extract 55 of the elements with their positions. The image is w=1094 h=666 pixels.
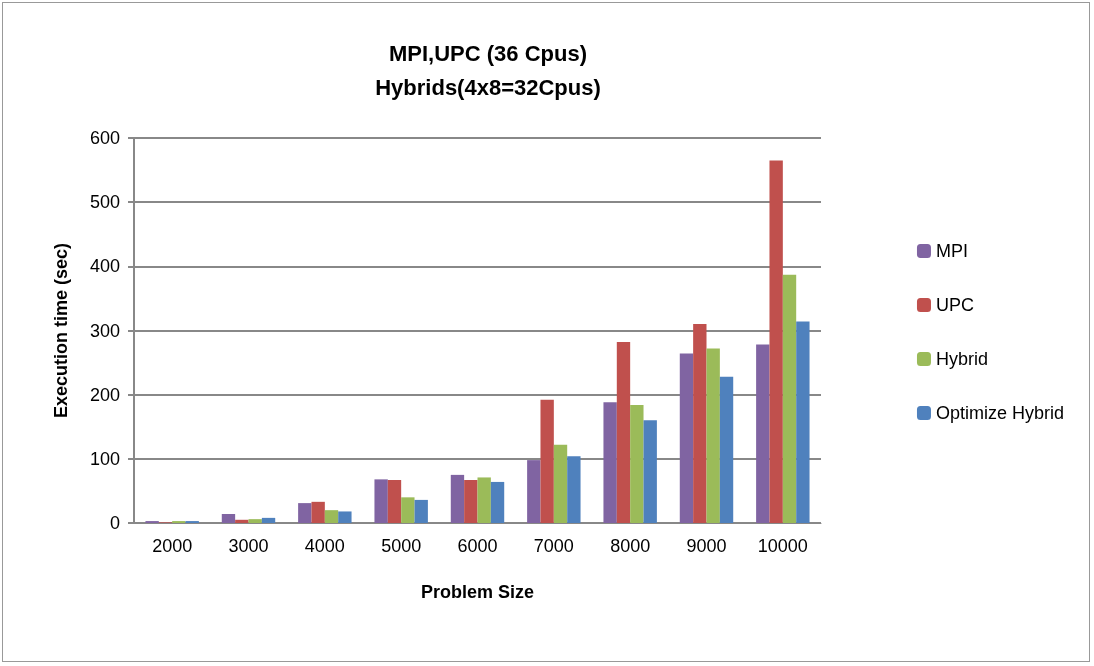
bar bbox=[719, 376, 734, 523]
bar bbox=[769, 160, 783, 523]
x-tick-label: 8000 bbox=[610, 536, 651, 556]
bar bbox=[756, 344, 770, 523]
x-tick-label: 4000 bbox=[304, 536, 345, 556]
x-axis-title: Problem Size bbox=[420, 582, 535, 602]
bar bbox=[782, 274, 797, 523]
bar bbox=[248, 519, 262, 523]
bar bbox=[567, 456, 581, 523]
bar bbox=[235, 519, 249, 523]
y-tick-label: 100 bbox=[89, 448, 120, 469]
bar bbox=[261, 517, 276, 523]
bar bbox=[414, 499, 428, 523]
bar bbox=[630, 404, 644, 523]
chart-title: MPI,UPC (36 Cpus) Hybrids(4x8=32Cpus) bbox=[375, 40, 601, 100]
legend-label: UPC bbox=[935, 295, 974, 315]
x-tick-label: 5000 bbox=[381, 536, 422, 556]
legend-label: Hybrid bbox=[935, 349, 988, 369]
bar bbox=[796, 321, 810, 523]
bar bbox=[540, 399, 554, 523]
bar bbox=[401, 497, 415, 523]
bar bbox=[603, 402, 617, 523]
bar bbox=[387, 480, 402, 523]
bar bbox=[706, 348, 720, 523]
bar bbox=[338, 511, 352, 523]
bar bbox=[311, 501, 325, 523]
bar bbox=[679, 353, 694, 523]
y-tick-label: 500 bbox=[89, 192, 120, 213]
bar bbox=[490, 481, 505, 523]
bar bbox=[221, 514, 236, 523]
y-tick-label: 600 bbox=[89, 128, 120, 148]
bar bbox=[298, 503, 312, 523]
bar bbox=[693, 324, 707, 523]
x-tick-label: 10000 bbox=[757, 536, 808, 556]
bar bbox=[324, 510, 339, 523]
bar bbox=[464, 480, 478, 523]
bar bbox=[527, 460, 541, 523]
y-tick-label: 0 bbox=[109, 513, 120, 533]
bar bbox=[477, 477, 491, 523]
legend-label: MPI bbox=[935, 241, 968, 261]
y-tick-label: 300 bbox=[89, 320, 120, 341]
y-axis-title: Execution time (sec) bbox=[51, 242, 71, 419]
x-tick-label: 3000 bbox=[228, 536, 269, 556]
bar bbox=[643, 420, 657, 523]
legend-label: Optimize Hybrid bbox=[935, 403, 1064, 423]
x-tick-label: 7000 bbox=[533, 536, 574, 556]
x-tick-label: 6000 bbox=[457, 536, 498, 556]
bar bbox=[374, 479, 388, 523]
bar bbox=[616, 342, 631, 523]
x-tick-label: 2000 bbox=[152, 536, 193, 556]
x-tick-label: 9000 bbox=[686, 536, 727, 556]
y-tick-label: 200 bbox=[89, 384, 120, 405]
y-tick-label: 400 bbox=[89, 256, 120, 277]
bar bbox=[553, 444, 568, 523]
bar bbox=[450, 474, 465, 523]
